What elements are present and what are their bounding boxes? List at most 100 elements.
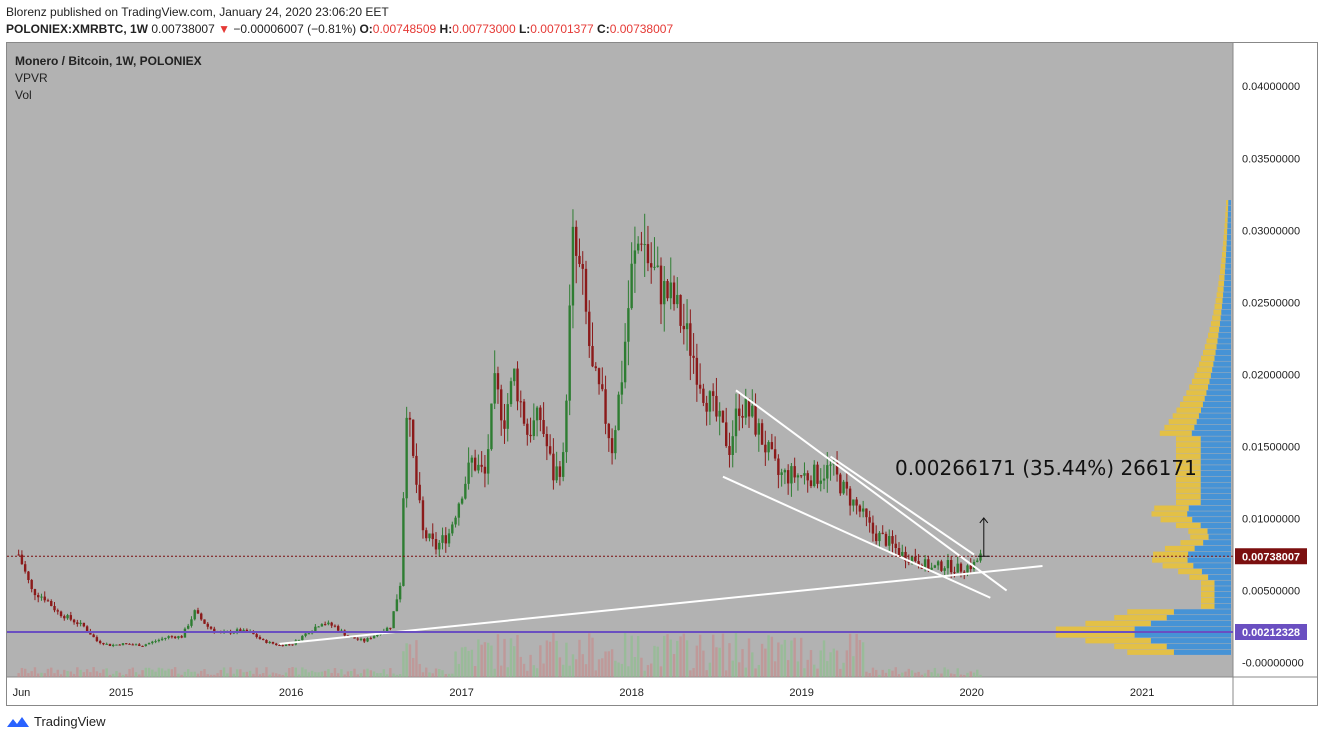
vp-up-volume — [1176, 407, 1202, 413]
vp-down-volume — [1215, 349, 1231, 356]
volume-bar — [796, 661, 800, 677]
candle-body — [777, 458, 780, 475]
candle-body — [213, 628, 216, 632]
trend-line[interactable] — [279, 565, 1043, 645]
volume-profile — [1055, 200, 1231, 655]
trend-line[interactable] — [829, 455, 975, 556]
vp-up-volume — [1180, 540, 1204, 546]
vp-down-volume — [1210, 372, 1231, 379]
current-price-badge-bg — [1235, 548, 1307, 565]
candle-body — [76, 622, 79, 625]
candle-body — [835, 463, 839, 475]
candle-body — [708, 391, 712, 412]
vp-down-volume — [1188, 505, 1231, 511]
volume-bar — [770, 636, 774, 677]
candle-body — [936, 561, 940, 566]
vp-up-volume — [1189, 384, 1209, 390]
candle-body — [581, 263, 584, 269]
x-tick-label: 2020 — [959, 687, 983, 699]
vp-up-volume — [1176, 442, 1201, 448]
volume-bar — [268, 674, 271, 677]
vp-down-volume — [1194, 545, 1231, 552]
candle-body — [460, 498, 464, 504]
candle-body — [451, 524, 454, 534]
chart-frame[interactable] — [6, 42, 1318, 706]
candle-body — [868, 517, 871, 523]
candle-body — [591, 346, 594, 367]
vp-down-volume — [1213, 361, 1231, 367]
candle-body — [477, 464, 480, 471]
legend-vpvr[interactable]: VPVR — [15, 71, 48, 85]
vp-down-volume — [1200, 436, 1231, 442]
vp-down-volume — [1208, 574, 1231, 580]
candle-body — [894, 543, 897, 549]
volume-bar — [659, 666, 663, 677]
candle-body — [542, 420, 545, 434]
candle-body — [904, 551, 907, 562]
candle-body — [203, 619, 206, 624]
legend-vol[interactable]: Vol — [15, 88, 32, 102]
volume-bar — [803, 668, 806, 677]
candle-body — [526, 423, 529, 435]
volume-bar — [193, 671, 196, 677]
vp-down-volume — [1208, 384, 1231, 390]
volume-bar — [415, 640, 418, 677]
volume-bar — [92, 667, 95, 677]
candle-body — [121, 643, 125, 646]
vp-down-volume — [1198, 413, 1231, 419]
volume-bar — [170, 669, 174, 677]
volume-bar — [884, 672, 888, 677]
drawings[interactable] — [7, 389, 1233, 645]
candle-body — [914, 556, 917, 562]
candle-body — [385, 627, 389, 632]
vp-up-volume — [1176, 453, 1201, 459]
candle-body — [571, 226, 575, 306]
vp-down-volume — [1224, 280, 1231, 287]
candle-body — [819, 480, 822, 484]
volume-bar — [275, 673, 278, 677]
vp-up-volume — [1222, 246, 1227, 252]
y-tick-label: 0.00500000 — [1242, 586, 1300, 598]
volume-bar — [868, 673, 871, 677]
trend-line[interactable] — [722, 475, 991, 599]
volume-bar — [167, 668, 170, 677]
candle-body — [888, 536, 891, 546]
volume-bar — [933, 667, 937, 677]
volume-bar — [874, 669, 878, 677]
volume-bar — [164, 670, 167, 677]
candle-body — [741, 415, 744, 418]
volume-bar — [614, 660, 617, 677]
trend-line[interactable] — [735, 389, 1008, 592]
volume-bar — [418, 663, 421, 677]
vp-down-volume — [1225, 263, 1231, 269]
candle-body — [271, 641, 275, 644]
plot-background — [7, 43, 1233, 677]
candle-body — [112, 644, 115, 646]
vp-down-volume — [1208, 534, 1231, 540]
candle-body — [930, 567, 933, 570]
vp-up-volume — [1219, 274, 1225, 281]
volume-bar — [366, 668, 369, 677]
vp-up-volume — [1223, 234, 1227, 240]
vp-down-volume — [1217, 338, 1231, 344]
candle-body — [773, 449, 777, 459]
candle-body — [125, 643, 128, 645]
volume-bar — [972, 672, 976, 677]
vp-up-volume — [1221, 257, 1226, 263]
volume-bar — [27, 673, 30, 677]
volume-bar — [255, 667, 258, 677]
volume-bar — [336, 673, 340, 677]
volume-bar — [183, 671, 187, 677]
volume-bar — [89, 672, 92, 677]
candle-body — [917, 561, 920, 566]
axes: 0.04000000 0.03500000 0.03000000 0.02500000… — [13, 81, 1307, 699]
candle-body — [855, 499, 858, 506]
volume-bar — [923, 673, 927, 677]
candle-body — [275, 643, 278, 645]
candle-body — [454, 517, 457, 525]
volume-bar — [428, 672, 431, 677]
candle-body — [457, 503, 461, 518]
volume-bar — [281, 674, 284, 677]
vp-down-volume — [1228, 205, 1231, 212]
